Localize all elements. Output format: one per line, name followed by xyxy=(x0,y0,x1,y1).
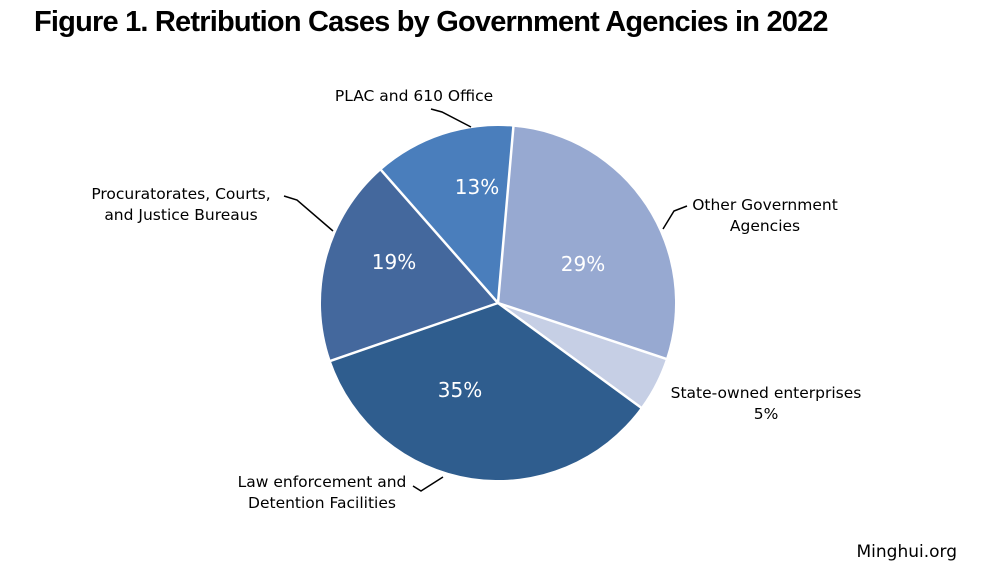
leader-line-plac-and-610-office xyxy=(430,108,472,128)
slice-separator xyxy=(379,168,500,305)
label-line: PLAC and 610 Office xyxy=(334,87,494,105)
label-line: Law enforcement and xyxy=(237,473,407,491)
slice-value-label-other-government-agencies: 29% xyxy=(561,252,605,276)
slice-value-label-law-enforcement-and-detention-facilities: 35% xyxy=(438,378,482,402)
label-line: 5% xyxy=(753,405,779,423)
pie-slice-law-enforcement-and-detention-facilities xyxy=(330,303,641,481)
label-line: Detention Facilities xyxy=(248,494,396,512)
label-plac-610-office: PLAC and 610 Office xyxy=(322,86,506,107)
label-procuratorates-courts-justice: Procuratorates, Courts, and Justice Bure… xyxy=(82,184,280,226)
label-state-owned-enterprises: State-owned enterprises 5% xyxy=(660,383,872,425)
chart-title: Figure 1. Retribution Cases by Governmen… xyxy=(34,6,829,38)
slice-value-label-plac-and-610-office: 13% xyxy=(455,175,499,199)
label-other-government-agencies: Other Government Agencies xyxy=(676,195,854,237)
leader-line-law-enforcement-and-detention-facilities xyxy=(412,476,444,492)
label-line: Procuratorates, Courts, xyxy=(91,185,271,203)
pie-slice-procuratorates-courts-justice-bureaus xyxy=(320,170,498,361)
pie-slice-state-owned-enterprises xyxy=(498,303,666,408)
leader-line-other-government-agencies xyxy=(662,205,688,230)
slice-separator xyxy=(496,301,668,361)
label-line: Other Government xyxy=(692,196,838,214)
leader-line-procuratorates-courts-justice-bureaus xyxy=(283,195,334,232)
label-line: and Justice Bureaus xyxy=(104,206,258,224)
slice-value-label-procuratorates-courts-justice-bureaus: 19% xyxy=(372,250,416,274)
label-line: State-owned enterprises xyxy=(670,384,862,402)
slice-separator xyxy=(496,125,515,305)
pie-slice-other-government-agencies xyxy=(498,126,676,359)
slice-separator xyxy=(329,301,500,363)
pie-slice-plac-and-610-office xyxy=(381,126,514,303)
slice-separator xyxy=(496,301,643,409)
label-law-enforcement-detention: Law enforcement and Detention Facilities xyxy=(228,472,416,514)
source-credit: Minghui.org xyxy=(856,542,957,562)
label-line: Agencies xyxy=(729,217,801,235)
